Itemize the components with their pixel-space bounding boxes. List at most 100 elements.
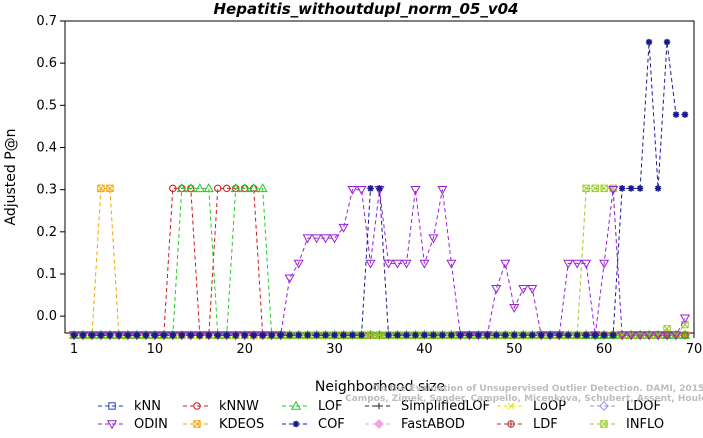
point-cof-67 <box>663 38 671 46</box>
legend-marker-kdeos <box>193 420 201 428</box>
point-cof-11 <box>160 331 168 339</box>
y-tick-label-2: 0.2 <box>36 225 57 240</box>
point-cof-29 <box>322 331 329 339</box>
legend-marker-knnw <box>193 402 201 410</box>
point-lof-13 <box>176 183 187 193</box>
legend-label-fastabod: FastABOD <box>401 417 465 432</box>
point-odin-25 <box>284 274 295 284</box>
point-odin-62 <box>617 331 628 341</box>
point-cof-27 <box>304 331 311 339</box>
point-cof-24 <box>277 331 284 339</box>
legend-entry-ldof: LDOF <box>590 399 661 414</box>
legend-entry-cof: COF <box>282 417 345 432</box>
point-inflo-58 <box>582 184 590 193</box>
point-cof-61 <box>609 331 617 339</box>
point-cof-43 <box>448 331 455 339</box>
point-odin-26 <box>293 259 304 269</box>
point-lof-22 <box>257 183 268 193</box>
point-knnw-17 <box>214 184 222 193</box>
point-odin-66 <box>652 331 664 341</box>
point-cof-51 <box>520 331 527 339</box>
point-cof-25 <box>286 331 293 339</box>
legend-label-cof: COF <box>318 417 345 432</box>
y-tick-label-1: 0.1 <box>36 267 57 282</box>
y-tick-label-6: 0.6 <box>36 56 57 71</box>
point-cof-30 <box>331 331 338 339</box>
point-odin-28 <box>311 234 322 244</box>
legend-label-ldf: LDF <box>533 417 558 432</box>
point-odin-42 <box>437 185 448 195</box>
point-cof-23 <box>268 331 275 339</box>
legend-marker-ldf <box>507 420 515 428</box>
legend-entry-odin: ODIN <box>98 417 168 432</box>
point-cof-54 <box>547 331 554 339</box>
point-lof-19 <box>230 183 241 193</box>
axes-group: 1 10 20 30 40 50 60 70 0.0 0.1 0.2 0.3 0.4 0.5 0.6 0.7 <box>36 14 702 357</box>
point-odin-43 <box>446 259 457 269</box>
point-cof-2 <box>79 331 87 339</box>
point-odin-67 <box>661 331 673 341</box>
point-odin-33 <box>356 185 367 195</box>
legend-entry-kdeos: KDEOS <box>183 417 264 432</box>
series-lof <box>68 183 691 339</box>
point-cof-50 <box>511 331 518 339</box>
point-cof-14 <box>187 331 194 339</box>
point-odin-34 <box>365 259 376 269</box>
series-knnw <box>70 184 689 339</box>
point-cof-64 <box>636 185 644 192</box>
point-odin-36 <box>383 259 394 269</box>
legend-label-odin: ODIN <box>134 417 168 432</box>
point-lof-21 <box>248 183 259 193</box>
point-cof-3 <box>88 331 96 339</box>
point-cof-32 <box>349 331 356 339</box>
point-cof-36 <box>385 331 392 339</box>
y-tick-label-4: 0.4 <box>36 140 57 155</box>
y-tick-label-7: 0.7 <box>36 14 57 29</box>
point-cof-44 <box>457 331 464 339</box>
point-odin-29 <box>320 234 331 244</box>
point-cof-58 <box>582 331 590 339</box>
legend-entry-ldf: LDF <box>497 417 558 432</box>
chart-title: Hepatitis_withoutdupl_norm_05_v04 <box>214 0 519 18</box>
point-cof-4 <box>97 331 105 339</box>
x-tick-label-2: 20 <box>236 342 253 357</box>
point-odin-38 <box>401 259 412 269</box>
legend-entry-fastabod: FastABOD <box>365 417 465 432</box>
point-odin-51 <box>518 285 529 294</box>
point-cof-35 <box>376 185 383 192</box>
point-cof-41 <box>430 331 437 339</box>
legend-marker-fastabod <box>374 419 384 429</box>
legend-label-lof: LOF <box>318 399 343 414</box>
point-cof-55 <box>556 331 563 339</box>
point-odin-31 <box>338 223 349 233</box>
point-cof-8 <box>133 331 141 339</box>
point-cof-42 <box>439 331 446 339</box>
point-cof-38 <box>403 331 410 339</box>
point-cof-19 <box>232 331 239 339</box>
plot-area-frame <box>64 20 695 334</box>
point-odin-49 <box>500 259 511 269</box>
point-cof-20 <box>241 331 248 339</box>
point-odin-58 <box>581 259 592 269</box>
x-axis-label: Neighborhood size <box>315 379 445 395</box>
point-odin-68 <box>670 331 682 341</box>
point-lof-14 <box>185 183 196 193</box>
series-odin <box>68 185 691 341</box>
legend-label-knnw: kNNW <box>219 399 259 414</box>
x-tick-label-1: 10 <box>147 342 164 357</box>
point-odin-32 <box>347 185 358 195</box>
point-cof-53 <box>538 331 545 339</box>
point-cof-62 <box>618 185 626 192</box>
y-axis-label: Adjusted P@n <box>3 128 19 225</box>
legend-label-ldof: LDOF <box>626 399 661 414</box>
point-lof-16 <box>203 183 214 193</box>
point-cof-12 <box>169 331 177 339</box>
x-tick-label-3: 30 <box>326 342 343 357</box>
point-lof-69 <box>679 329 691 339</box>
point-cof-26 <box>295 331 302 339</box>
point-odin-48 <box>491 285 502 294</box>
legend-entry-loop: LoOP <box>497 399 566 414</box>
legend-marker-loop <box>507 402 515 410</box>
point-cof-57 <box>573 331 581 339</box>
point-cof-6 <box>115 331 123 339</box>
